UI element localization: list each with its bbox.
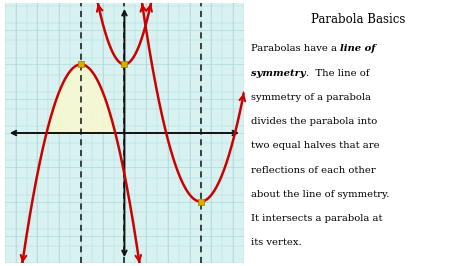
Text: symmetry of a parabola: symmetry of a parabola <box>251 93 371 102</box>
Text: line of: line of <box>340 44 375 53</box>
Text: symmetry: symmetry <box>251 69 306 78</box>
Text: divides the parabola into: divides the parabola into <box>251 117 377 126</box>
Text: Parabola Basics: Parabola Basics <box>310 13 405 26</box>
Text: Parabolas have a: Parabolas have a <box>251 44 340 53</box>
Text: its vertex.: its vertex. <box>251 238 301 247</box>
Text: .  The line of: . The line of <box>306 69 369 78</box>
Text: reflections of each other: reflections of each other <box>251 165 376 174</box>
Text: two equal halves that are: two equal halves that are <box>251 141 380 150</box>
Text: about the line of symmetry.: about the line of symmetry. <box>251 190 389 199</box>
Text: It intersects a parabola at: It intersects a parabola at <box>251 214 383 223</box>
